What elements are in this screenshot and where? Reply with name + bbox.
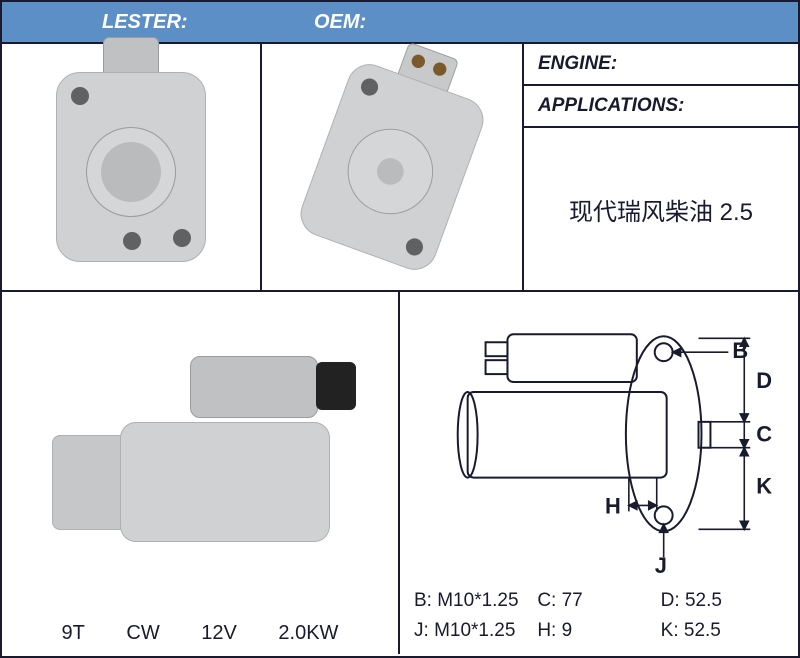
spec-rotation: CW <box>126 622 159 645</box>
spec-teeth: 9T <box>62 622 85 645</box>
photo-front-1 <box>2 44 262 290</box>
diagram-label-K: K <box>756 473 772 498</box>
lester-label: LESTER: <box>2 11 262 34</box>
motor-front-illustration <box>51 67 211 267</box>
engine-label: ENGINE: <box>524 44 798 86</box>
dim-D: D: 52.5 <box>661 590 784 612</box>
row-bottom: 9T CW 12V 2.0KW <box>2 292 798 654</box>
spec-power: 2.0KW <box>278 622 338 645</box>
applications-text: 现代瑞风柴油 2.5 <box>524 128 798 290</box>
diagram-label-J: J <box>655 553 667 578</box>
dim-C: C: 77 <box>537 590 660 612</box>
diagram-label-C: C <box>756 422 772 447</box>
diagram-label-B: B <box>732 338 748 363</box>
oem-label: OEM: <box>262 11 366 34</box>
dim-J: J: M10*1.25 <box>414 620 537 642</box>
dim-H: H: 9 <box>537 620 660 642</box>
technical-drawing: B D C K H J <box>400 292 798 582</box>
motor-rear-illustration <box>288 52 496 283</box>
diagram-label-D: D <box>756 368 772 393</box>
row-top: ENGINE: APPLICATIONS: 现代瑞风柴油 2.5 <box>2 44 798 292</box>
dim-B: B: M10*1.25 <box>414 590 537 612</box>
spec-sheet: LESTER: OEM: <box>0 0 800 658</box>
applications-label: APPLICATIONS: <box>524 86 798 128</box>
diagram-column: B D C K H J B: M10*1.25 C: 77 D: 52.5 J:… <box>400 292 798 654</box>
motor-side-illustration <box>2 292 398 612</box>
info-column: ENGINE: APPLICATIONS: 现代瑞风柴油 2.5 <box>524 44 798 290</box>
spec-voltage: 12V <box>201 622 237 645</box>
electrical-specs: 9T CW 12V 2.0KW <box>2 612 398 654</box>
photo-front-2 <box>262 44 524 290</box>
photo-side-cell: 9T CW 12V 2.0KW <box>2 292 400 654</box>
dim-K: K: 52.5 <box>661 620 784 642</box>
dimensions-table: B: M10*1.25 C: 77 D: 52.5 J: M10*1.25 H:… <box>400 582 798 654</box>
diagram-label-H: H <box>605 493 621 518</box>
